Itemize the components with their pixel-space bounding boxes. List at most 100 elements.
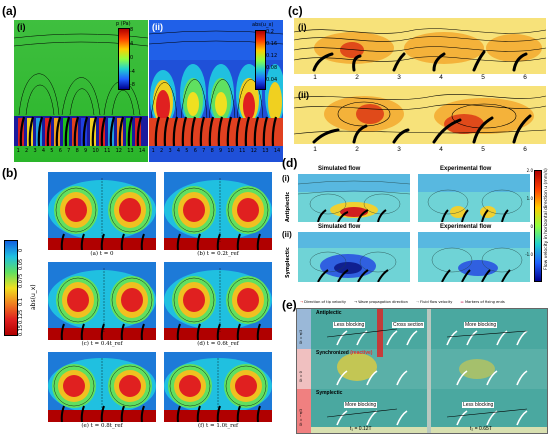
cilium-number: 2 xyxy=(355,74,359,81)
exp-flow-antiplectic xyxy=(418,174,530,223)
cilium-number: 14 xyxy=(138,148,146,154)
cilium-number: 7 xyxy=(202,148,206,154)
snapshot-e xyxy=(48,352,156,423)
legend-text: Fluid flow velocity xyxy=(420,300,453,304)
panel-a-ii-label: (ii) xyxy=(152,22,163,32)
cilium-number: 1 xyxy=(151,148,155,154)
black-arrow-icon: → xyxy=(354,300,358,304)
velocity-colorbar-a-title: abs(u_x) xyxy=(252,22,274,28)
snapshot-a xyxy=(48,172,156,251)
panel-c-ii-figure xyxy=(293,86,547,144)
cilium-number: 9 xyxy=(218,148,223,154)
cilium-number: 11 xyxy=(239,148,246,154)
vel-tick: 0.12 xyxy=(266,53,278,59)
panel-a-i-numbers: 1 2 3 4 5 6 7 8 9 10 11 12 13 14 xyxy=(14,148,148,154)
flow-tick: 1.0 xyxy=(526,196,533,201)
row-antiplectic: Antiplectic xyxy=(316,310,342,316)
vel-tick: 0.04 xyxy=(266,77,278,83)
velocity-colorbar-b-title: abs(u_x) xyxy=(30,284,37,310)
exp-flow-symplectic xyxy=(418,232,530,283)
cilium-number: 3 xyxy=(168,148,172,154)
snapshot-c xyxy=(48,262,156,341)
time-right: t₂ = 0.65T xyxy=(470,426,492,432)
note-less-blocking-a: Less blocking xyxy=(333,322,366,328)
panel-c-label: (c) xyxy=(288,4,303,18)
flow-tick: -1.0 xyxy=(525,252,533,257)
vel-tick: 0.2 xyxy=(266,29,274,35)
cilium-number: 11 xyxy=(104,148,111,154)
cilium-number: 13 xyxy=(127,148,134,154)
flow-tick: 2.0 xyxy=(526,168,533,173)
exp-flow-title-2: Experimental flow xyxy=(440,224,492,230)
cilium-number: 2 xyxy=(25,148,29,154)
time-left: t₁ = 0.12T xyxy=(350,426,372,432)
cilium-number: 1 xyxy=(313,74,317,81)
legend-text: Markers of fixing ends xyxy=(464,300,505,304)
panel-d-ii-label: (ii) xyxy=(282,230,292,239)
snapshot-d-caption: (d) t = 0.6t_ref xyxy=(197,341,239,347)
snapshot-c-caption: (c) t = 0.4t_ref xyxy=(81,341,123,347)
side-tag-synchronized: δt = 0 xyxy=(299,371,303,382)
flow-velocity-colorbar xyxy=(534,170,542,282)
sim-flow-antiplectic xyxy=(297,174,411,223)
cilium-number: 5 xyxy=(50,148,54,154)
cilium-number: 6 xyxy=(523,146,527,153)
cilium-number: 8 xyxy=(75,148,79,154)
row-synchronized-note: (reactive) xyxy=(350,350,373,356)
row-synchronized: Synchronized (reactive) xyxy=(316,350,372,356)
pressure-colorbar-title: p (Pa) xyxy=(116,21,131,27)
pressure-tick: -8 xyxy=(130,82,135,88)
vel-b-tick: 0.075 xyxy=(18,273,24,288)
sim-flow-title-1: Simulated flow xyxy=(318,166,361,172)
vel-b-tick: 0.05 xyxy=(18,258,24,270)
legend-fixing-ends: ▬ Markers of fixing ends xyxy=(460,300,504,304)
legend-text: Direction of tip velocity xyxy=(304,300,347,304)
velocity-colorbar-b-ticks: 0 0.05 0.075 0.1 0.125 0.15 xyxy=(18,240,30,336)
panel-d-row-antiplectic: Antiplectic xyxy=(285,191,291,222)
velocity-colorbar-b xyxy=(4,240,18,336)
cilium-number: 14 xyxy=(273,148,281,154)
cilium-number: 5 xyxy=(481,146,485,153)
panel-c-i-label: (i) xyxy=(298,22,307,32)
vel-tick: 0.08 xyxy=(266,65,278,71)
snapshot-f-caption: (f) t = 1.0t_ref xyxy=(197,423,239,429)
cilium-number: 1 xyxy=(16,148,20,154)
panel-a-i-label: (i) xyxy=(17,22,26,32)
snapshot-a-caption: (a) t = 0 xyxy=(90,251,114,257)
panel-e-figure xyxy=(296,308,548,434)
cilium-number: 6 xyxy=(193,148,197,154)
panel-c-ii-numbers: 1 2 3 4 5 6 xyxy=(294,146,546,153)
cilium-number: 13 xyxy=(262,148,269,154)
cilium-number: 2 xyxy=(355,146,359,153)
red-arrow-icon: → xyxy=(300,300,304,304)
vel-b-tick: 0.125 xyxy=(18,309,24,324)
flow-velocity-colorbar-title: Flow velocity in horizontal direction u … xyxy=(544,168,549,270)
velocity-colorbar-a-ticks: 0.2 0.16 0.12 0.08 0.04 xyxy=(266,29,282,89)
panel-e-legend: → Direction of tip velocity → Wave propa… xyxy=(300,298,546,306)
note-cross-section: Cross section xyxy=(392,322,425,328)
pink-marker-icon: ▬ xyxy=(460,300,464,304)
cilium-number: 4 xyxy=(176,148,181,154)
cilium-number: 6 xyxy=(523,74,527,81)
flow-velocity-colorbar-ticks: 2.0 1.0 0 -1.0 xyxy=(523,168,533,282)
cilium-number: 7 xyxy=(67,148,71,154)
note-less-blocking-s: Less blocking xyxy=(462,402,495,408)
pressure-colorbar-ticks: 8 4 0 -4 -8 xyxy=(130,27,146,89)
sim-flow-title-2: Simulated flow xyxy=(318,224,361,230)
note-more-blocking-a: More blocking xyxy=(464,322,498,328)
snapshot-b-caption: (b) t = 0.2t_ref xyxy=(197,251,239,257)
cilium-number: 4 xyxy=(439,74,443,81)
flow-tick: 0 xyxy=(530,224,533,229)
cilium-number: 5 xyxy=(481,74,485,81)
panel-d-label: (d) xyxy=(282,156,298,170)
grey-arrow-icon: → xyxy=(415,300,419,304)
pressure-tick: 4 xyxy=(130,41,134,47)
row-symplectic: Symplectic xyxy=(316,390,343,396)
snapshot-e-caption: (e) t = 0.8t_ref xyxy=(81,423,123,429)
cilium-number: 12 xyxy=(115,148,122,154)
pressure-tick: 8 xyxy=(130,27,134,33)
panel-b-label: (b) xyxy=(2,166,18,180)
cilium-number: 3 xyxy=(397,146,401,153)
vel-b-tick: 0.15 xyxy=(18,324,24,336)
snapshot-b xyxy=(164,172,272,251)
